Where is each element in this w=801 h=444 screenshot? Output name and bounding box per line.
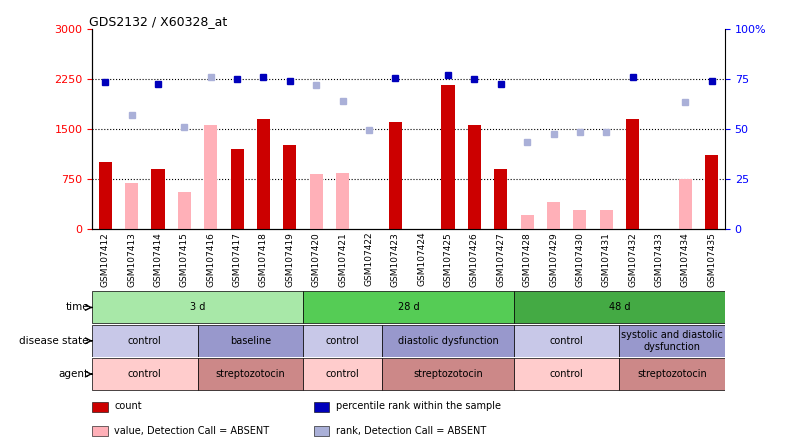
Text: 48 d: 48 d — [609, 302, 630, 313]
FancyBboxPatch shape — [382, 325, 514, 357]
Text: control: control — [549, 369, 584, 379]
Text: GSM107435: GSM107435 — [707, 232, 716, 287]
Text: time: time — [66, 302, 89, 313]
Text: control: control — [549, 336, 584, 346]
Bar — [314, 402, 329, 412]
Text: GSM107421: GSM107421 — [338, 232, 347, 286]
Bar — [441, 85, 455, 229]
Bar — [468, 126, 481, 229]
Text: diastolic dysfunction: diastolic dysfunction — [397, 336, 498, 346]
FancyBboxPatch shape — [514, 358, 619, 390]
Text: agent: agent — [58, 369, 89, 379]
FancyBboxPatch shape — [198, 358, 303, 390]
Text: GSM107419: GSM107419 — [285, 232, 294, 287]
FancyBboxPatch shape — [514, 292, 725, 324]
Bar — [92, 402, 108, 412]
Text: GSM107423: GSM107423 — [391, 232, 400, 286]
Text: GSM107412: GSM107412 — [101, 232, 110, 286]
Bar — [310, 174, 323, 229]
Text: GSM107431: GSM107431 — [602, 232, 610, 287]
Bar — [151, 169, 165, 229]
Text: GSM107413: GSM107413 — [127, 232, 136, 287]
Text: control: control — [326, 336, 360, 346]
FancyBboxPatch shape — [198, 325, 303, 357]
Text: streptozotocin: streptozotocin — [413, 369, 483, 379]
Text: GSM107416: GSM107416 — [207, 232, 215, 287]
FancyBboxPatch shape — [92, 292, 303, 324]
FancyBboxPatch shape — [619, 358, 725, 390]
Bar — [705, 155, 718, 229]
Text: 28 d: 28 d — [398, 302, 419, 313]
Text: disease state: disease state — [19, 336, 89, 346]
Bar — [178, 192, 191, 229]
Text: GSM107427: GSM107427 — [497, 232, 505, 286]
Text: GSM107426: GSM107426 — [470, 232, 479, 286]
Text: control: control — [128, 336, 162, 346]
Text: value, Detection Call = ABSENT: value, Detection Call = ABSENT — [115, 426, 269, 436]
Text: streptozotocin: streptozotocin — [215, 369, 285, 379]
Text: GSM107414: GSM107414 — [154, 232, 163, 286]
Bar — [574, 210, 586, 229]
Bar — [336, 173, 349, 229]
Text: GSM107425: GSM107425 — [444, 232, 453, 286]
Bar — [257, 119, 270, 229]
Text: GSM107429: GSM107429 — [549, 232, 558, 286]
Bar — [626, 119, 639, 229]
Text: control: control — [128, 369, 162, 379]
Text: systolic and diastolic
dysfunction: systolic and diastolic dysfunction — [622, 330, 723, 352]
Bar — [600, 210, 613, 229]
Text: control: control — [326, 369, 360, 379]
Bar — [99, 162, 112, 229]
Text: count: count — [115, 401, 142, 411]
Bar — [314, 426, 329, 436]
FancyBboxPatch shape — [303, 292, 514, 324]
FancyBboxPatch shape — [514, 325, 619, 357]
Text: GSM107428: GSM107428 — [523, 232, 532, 286]
Text: baseline: baseline — [230, 336, 271, 346]
Text: percentile rank within the sample: percentile rank within the sample — [336, 401, 501, 411]
Text: streptozotocin: streptozotocin — [638, 369, 707, 379]
FancyBboxPatch shape — [382, 358, 514, 390]
Text: 3 d: 3 d — [190, 302, 205, 313]
Bar — [494, 169, 507, 229]
Bar — [678, 178, 692, 229]
FancyBboxPatch shape — [619, 325, 725, 357]
Bar — [547, 202, 560, 229]
Text: GSM107430: GSM107430 — [575, 232, 585, 287]
Text: GSM107422: GSM107422 — [364, 232, 373, 286]
Text: GSM107432: GSM107432 — [628, 232, 637, 286]
Text: GSM107434: GSM107434 — [681, 232, 690, 286]
FancyBboxPatch shape — [303, 358, 382, 390]
Bar — [125, 183, 139, 229]
FancyBboxPatch shape — [303, 325, 382, 357]
Text: GSM107418: GSM107418 — [259, 232, 268, 287]
Text: rank, Detection Call = ABSENT: rank, Detection Call = ABSENT — [336, 426, 486, 436]
FancyBboxPatch shape — [92, 325, 198, 357]
Bar — [521, 215, 533, 229]
Bar — [204, 126, 217, 229]
Text: GDS2132 / X60328_at: GDS2132 / X60328_at — [89, 15, 227, 28]
Text: GSM107417: GSM107417 — [232, 232, 242, 287]
FancyBboxPatch shape — [92, 358, 198, 390]
Text: GSM107415: GSM107415 — [180, 232, 189, 287]
Bar — [231, 149, 244, 229]
Text: GSM107433: GSM107433 — [654, 232, 663, 287]
Text: GSM107424: GSM107424 — [417, 232, 426, 286]
Bar — [92, 426, 108, 436]
Text: GSM107420: GSM107420 — [312, 232, 320, 286]
Bar — [284, 146, 296, 229]
Bar — [388, 122, 402, 229]
